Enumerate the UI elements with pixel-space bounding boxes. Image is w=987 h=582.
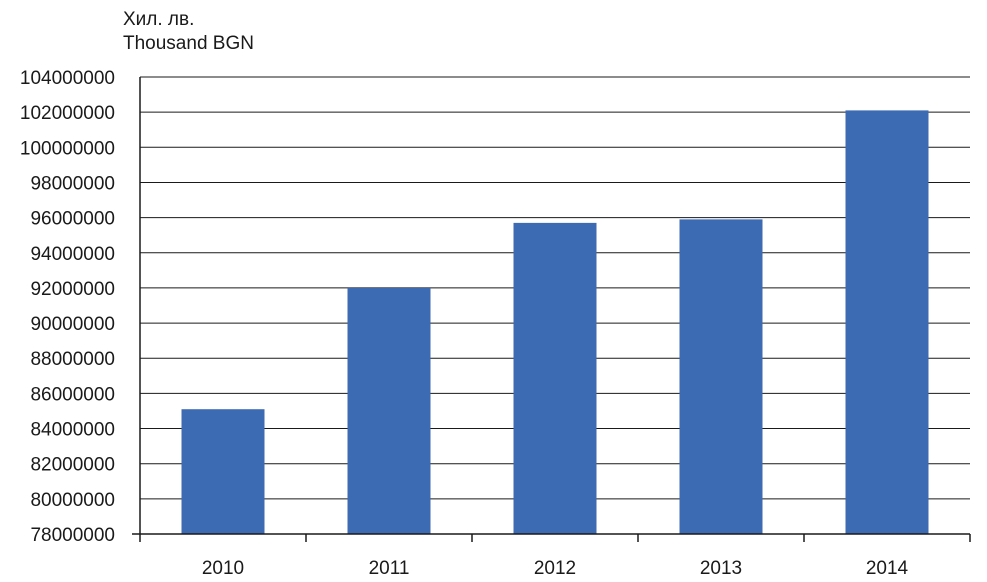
bar-2010 bbox=[181, 409, 265, 534]
y-tick-label: 82000000 bbox=[30, 455, 115, 476]
bar-2011 bbox=[347, 287, 431, 534]
bar-2013 bbox=[679, 219, 763, 534]
y-tick-label: 98000000 bbox=[30, 173, 115, 194]
unit-label-en: Thousand BGN bbox=[123, 33, 254, 54]
y-tick-label: 96000000 bbox=[30, 209, 115, 230]
unit-label: Хил. лв. Thousand BGN bbox=[123, 8, 254, 56]
y-tick-label: 102000000 bbox=[20, 103, 115, 124]
x-tick-labels: 2010 2011 2012 2013 2014 bbox=[202, 558, 909, 579]
y-tick-label: 84000000 bbox=[30, 420, 115, 441]
x-tick-label: 2014 bbox=[866, 558, 909, 579]
gridlines bbox=[140, 76, 970, 500]
y-tick-label: 92000000 bbox=[30, 279, 115, 300]
y-tick-label: 88000000 bbox=[30, 349, 115, 370]
x-tick-label: 2010 bbox=[202, 558, 244, 579]
bars bbox=[181, 110, 929, 535]
unit-label-bg: Хил. лв. bbox=[123, 9, 195, 30]
x-tick-label: 2013 bbox=[700, 558, 742, 579]
y-tick-label: 80000000 bbox=[30, 490, 115, 511]
y-tick-label: 100000000 bbox=[20, 138, 115, 159]
bar-2014 bbox=[845, 110, 929, 535]
x-tick-label: 2012 bbox=[534, 558, 576, 579]
y-tick-labels: 78000000 80000000 82000000 84000000 86000000… bbox=[20, 68, 115, 546]
y-tick-label: 78000000 bbox=[30, 525, 115, 546]
bar-2012 bbox=[513, 222, 597, 534]
y-tick-label: 94000000 bbox=[30, 244, 115, 265]
y-tick-label: 104000000 bbox=[20, 68, 115, 89]
y-tick-label: 90000000 bbox=[30, 314, 115, 335]
y-tick-label: 86000000 bbox=[30, 384, 115, 405]
axes bbox=[132, 77, 971, 542]
x-tick-label: 2011 bbox=[369, 558, 410, 579]
